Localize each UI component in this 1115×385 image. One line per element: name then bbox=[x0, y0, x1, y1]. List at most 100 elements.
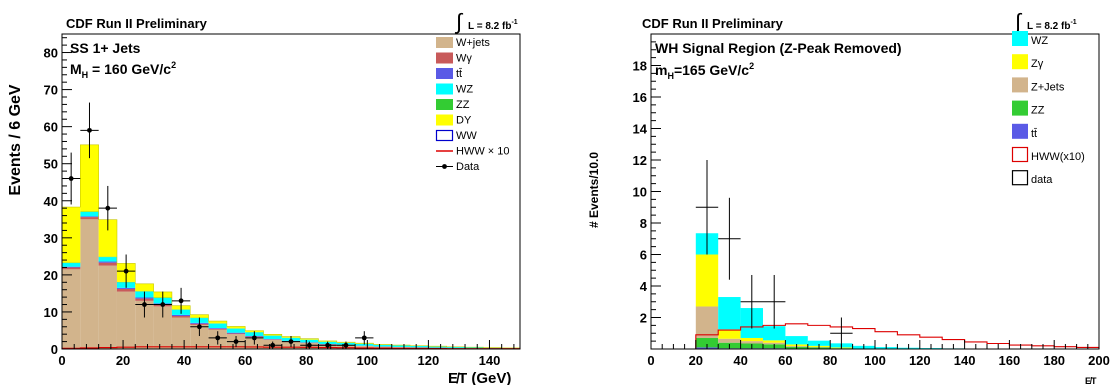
legend-swatch bbox=[1012, 31, 1028, 46]
subtitle-superscript: 2 bbox=[749, 61, 754, 71]
subtitle-text: = 160 GeV/c bbox=[88, 61, 171, 77]
legend-label: tt̄ bbox=[456, 68, 462, 80]
legend-item: Data bbox=[436, 161, 480, 173]
lumi-superscript: -1 bbox=[1070, 19, 1076, 26]
histogram-bar bbox=[695, 254, 719, 307]
subtitle-superscript: 2 bbox=[171, 60, 176, 70]
data-point bbox=[288, 339, 294, 344]
histogram-bar bbox=[98, 219, 117, 257]
x-tick-label: 200 bbox=[1088, 353, 1110, 368]
y-tick-label: 2 bbox=[640, 311, 647, 326]
header-label: CDF Run II Preliminary bbox=[642, 16, 784, 31]
histogram-bar bbox=[98, 257, 117, 262]
legend-item: Wγ bbox=[436, 52, 472, 65]
histogram-bar bbox=[135, 283, 154, 292]
y-tick-label: 20 bbox=[44, 268, 58, 283]
data-point bbox=[105, 205, 111, 211]
chart-panel-2: 0 20 40 60 80 100 120 140 160 180 200 2 4 6 8 10 12 14 16 1… bbox=[587, 9, 1110, 385]
histogram-bar bbox=[391, 345, 411, 347]
histogram-bar bbox=[80, 219, 99, 349]
x-tick-label: 140 bbox=[479, 353, 501, 368]
legend-swatch bbox=[1011, 146, 1029, 163]
histogram-bar bbox=[171, 314, 191, 317]
legend-swatch bbox=[1011, 170, 1029, 186]
legend-swatch-point bbox=[442, 164, 447, 169]
legend-swatch bbox=[436, 52, 453, 64]
plot-frame bbox=[61, 33, 521, 350]
histogram-bar bbox=[740, 337, 763, 342]
x-axis: 0 20 40 60 80 100 120 140 160 180 200 bbox=[647, 340, 1110, 368]
legend-label: WZ bbox=[1031, 35, 1048, 47]
y-tick-label: 10 bbox=[633, 185, 647, 200]
legend-label: Data bbox=[456, 161, 480, 173]
data-points bbox=[695, 160, 853, 349]
panel-title: SS 1+ Jets bbox=[70, 40, 141, 56]
legend-item: HWW(x10) bbox=[1011, 146, 1085, 163]
legend-label: Z+Jets bbox=[1031, 81, 1065, 93]
subtitle-subscript: H bbox=[667, 71, 674, 81]
y-axis: 0 10 20 30 40 50 60 70 80 bbox=[44, 37, 72, 357]
histogram-bar bbox=[763, 340, 786, 343]
data-point bbox=[87, 127, 92, 133]
data-point bbox=[306, 342, 312, 348]
legend: W+jets Wγ tt̄ WZ ZZ DY WW HWW × 10 Data bbox=[435, 37, 509, 173]
histogram-bar bbox=[226, 333, 246, 335]
legend-swatch bbox=[436, 37, 453, 48]
x-tick-label: 80 bbox=[299, 353, 313, 368]
legend-swatch bbox=[436, 68, 453, 79]
legend-label: HWW × 10 bbox=[456, 146, 509, 158]
legend-item: WZ bbox=[436, 83, 473, 96]
histogram-bar bbox=[62, 267, 81, 270]
legend-label: WW bbox=[456, 130, 477, 142]
histogram-bar bbox=[208, 328, 227, 330]
y-tick-label: 30 bbox=[44, 231, 58, 246]
x-tick-label: 0 bbox=[647, 353, 654, 368]
histogram-bar bbox=[116, 287, 136, 289]
data-point bbox=[233, 339, 239, 344]
x-tick-label: 0 bbox=[58, 353, 65, 368]
data-point bbox=[197, 324, 202, 330]
histogram-bar bbox=[62, 263, 81, 267]
y-tick-label: 18 bbox=[633, 59, 647, 74]
histogram-bar bbox=[226, 326, 246, 329]
legend-label: DY bbox=[456, 115, 472, 127]
x-tick-label: 160 bbox=[999, 353, 1021, 368]
legend-item: data bbox=[1011, 170, 1053, 186]
histogram-bar bbox=[807, 340, 831, 346]
histogram-bar bbox=[80, 217, 99, 220]
y-tick-label: 16 bbox=[633, 90, 647, 105]
x-tick-label: 40 bbox=[733, 353, 747, 368]
legend-label: Wγ bbox=[456, 53, 472, 65]
legend-item: W+jets bbox=[436, 37, 490, 49]
data-point bbox=[68, 176, 74, 181]
data-point bbox=[123, 268, 129, 274]
histogram-bar bbox=[116, 291, 136, 349]
legend-item: ZZ bbox=[1012, 100, 1045, 117]
y-axis: 2 4 6 8 10 12 14 16 18 bbox=[633, 33, 661, 350]
histogram-bar bbox=[718, 338, 741, 343]
y-tick-label: 4 bbox=[640, 279, 648, 294]
histogram-bar bbox=[98, 262, 117, 266]
histogram-bar bbox=[98, 261, 117, 263]
legend-label: tt̄ bbox=[1031, 127, 1037, 139]
histogram-bar bbox=[355, 343, 374, 346]
x-tick-label: 120 bbox=[418, 353, 440, 368]
x-tick-label: 120 bbox=[909, 353, 931, 368]
data-points bbox=[62, 102, 374, 349]
x-axis: 0 20 40 60 80 100 120 140 bbox=[58, 340, 515, 368]
histogram-bar bbox=[410, 346, 429, 348]
histogram-bar bbox=[135, 300, 154, 349]
legend-swatch bbox=[436, 114, 453, 126]
y-tick-label: 14 bbox=[633, 122, 648, 137]
x-tick-label: 60 bbox=[238, 353, 252, 368]
legend: WZ Zγ Z+Jets ZZ tt̄ HWW(x10) data bbox=[1011, 31, 1085, 186]
histogram-bar bbox=[318, 340, 337, 342]
integral-icon: ∫ bbox=[1013, 9, 1023, 34]
data-point bbox=[325, 342, 331, 348]
histogram-bar bbox=[263, 335, 282, 339]
signal-histogram-line bbox=[61, 346, 521, 350]
histogram-bar bbox=[763, 326, 786, 341]
legend-label: ZZ bbox=[456, 99, 470, 111]
x-tick-label: 20 bbox=[689, 353, 703, 368]
